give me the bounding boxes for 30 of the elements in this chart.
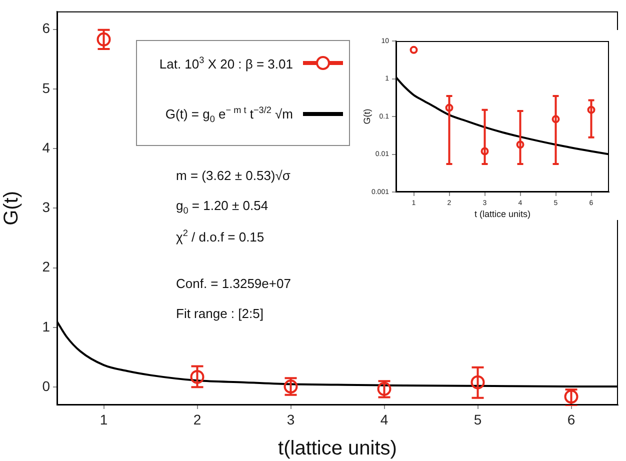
annotation: Fit range : [2:5] [176, 306, 264, 321]
legend-label: Lat. 10$^{3}$ X 20 : β = 3.01 [159, 55, 293, 72]
x-tick-label: 6 [567, 411, 576, 428]
y-tick-label: 5 [42, 80, 50, 96]
y-tick-label: 1 [42, 318, 50, 334]
y-tick-label: 6 [42, 20, 50, 36]
point [190, 370, 204, 384]
annotation: m = (3.62 ± 0.53)√σ [176, 168, 290, 183]
x-tick-label: 2 [193, 411, 202, 428]
point [516, 140, 524, 149]
y-tick-label: 0 [42, 378, 50, 394]
legend-label: G(t) = g$_{0}$ e$^{− m t}$ t$^{−3/2}$ √m [165, 105, 293, 124]
y-axis-title: G(t) [0, 190, 23, 226]
x-tick-label: 5 [474, 411, 482, 428]
annotation: χ$^{2}$ / d.o.f = 0.15 [176, 228, 264, 244]
x-axis-title: t(lattice units) [278, 438, 397, 460]
y-tick-label: 4 [42, 139, 50, 156]
point [587, 106, 596, 114]
annotation: Conf. = 1.3259e+07 [176, 276, 291, 291]
point [480, 147, 489, 156]
x-axis-title: t (lattice units) [474, 209, 531, 220]
x-tick-label: 1 [100, 411, 108, 428]
annotation: g$_{0}$ = 1.20 ± 0.54 [176, 198, 268, 216]
x-tick-label: 3 [286, 411, 295, 428]
y-tick-label: 2 [42, 258, 50, 275]
point [552, 115, 560, 124]
point [445, 104, 454, 112]
point [470, 375, 485, 390]
y-axis-title: G(t) [362, 108, 372, 124]
point [410, 46, 418, 54]
